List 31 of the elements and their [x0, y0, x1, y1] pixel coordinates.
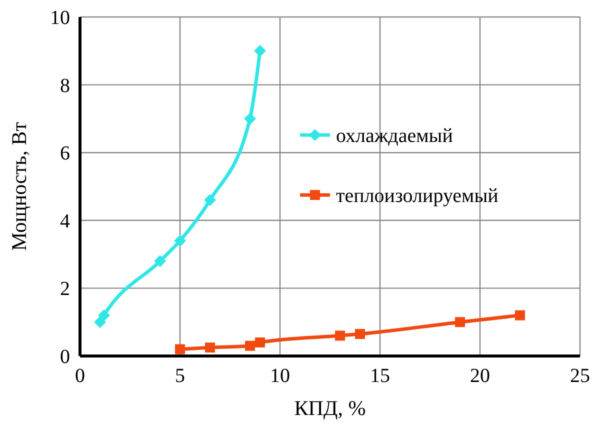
y-tick-label: 8	[60, 74, 70, 97]
legend-label: теплоизолируемый	[336, 185, 499, 207]
y-tick-label: 4	[60, 210, 70, 232]
point	[204, 194, 216, 206]
point	[244, 112, 256, 125]
point	[335, 330, 345, 341]
point	[98, 309, 110, 322]
legend-label: охлаждаемый	[336, 125, 454, 147]
point	[255, 337, 265, 348]
y-tick-label: 2	[60, 278, 70, 300]
point	[254, 44, 266, 57]
x-tick-label: 20	[470, 365, 490, 387]
y-tick-label: 10	[50, 7, 70, 29]
point	[355, 328, 365, 339]
point	[515, 310, 525, 320]
x-tick-label: 10	[270, 365, 290, 387]
x-tick-label: 0	[75, 365, 85, 387]
point	[455, 317, 465, 328]
point	[205, 342, 215, 353]
y-tick-label: 6	[60, 142, 70, 165]
point	[245, 340, 255, 351]
point	[174, 234, 186, 247]
x-tick-label: 15	[370, 365, 390, 387]
point	[94, 316, 106, 328]
x-axis-title: КПД, %	[294, 396, 366, 420]
point	[154, 255, 166, 268]
y-axis-title: Мощность, Вт	[7, 122, 31, 251]
point	[175, 344, 185, 354]
x-tick-label: 25	[570, 365, 590, 387]
x-tick-label: 5	[175, 365, 185, 387]
y-tick-label: 0	[60, 346, 70, 368]
